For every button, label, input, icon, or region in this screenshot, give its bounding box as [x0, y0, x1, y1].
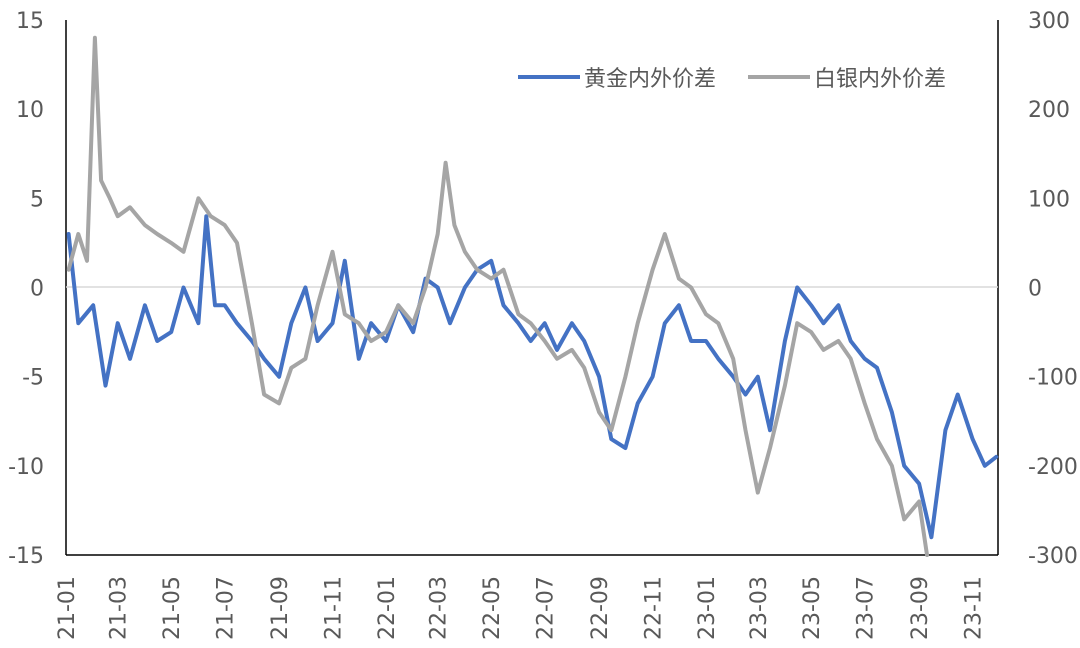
- series-line-silver: [66, 35, 929, 557]
- x-tick-label: 23-11: [962, 576, 987, 640]
- x-tick-label: 21-05: [160, 576, 185, 640]
- x-tick-label: 22-07: [534, 576, 559, 640]
- x-tick-label: 23-05: [800, 576, 825, 640]
- x-tick-label: 22-03: [427, 576, 452, 640]
- legend-label-gold: 黄金内外价差: [584, 67, 716, 92]
- x-tick-label: 21-01: [55, 576, 80, 640]
- x-tick-label: 21-09: [268, 576, 293, 640]
- left-y-tick-label: 0: [30, 277, 44, 302]
- left-y-tick-label: -10: [8, 455, 44, 480]
- right-y-tick-label: 300: [1028, 9, 1070, 34]
- left-y-tick-label: -15: [8, 544, 44, 569]
- x-tick-label: 21-07: [214, 576, 239, 640]
- right-y-tick-label: 200: [1028, 98, 1070, 123]
- x-tick-label: 23-01: [695, 576, 720, 640]
- left-y-tick-label: 15: [16, 9, 44, 34]
- right-y-tick-labels: 300 200 100 0 -100 -200 -300: [1028, 9, 1078, 569]
- series-layer: [66, 35, 999, 557]
- chart-legend: 黄金内外价差 白银内外价差: [518, 67, 946, 92]
- right-y-tick-label: -100: [1028, 366, 1078, 391]
- x-tick-label: 22-05: [480, 576, 505, 640]
- x-tick-label: 23-03: [747, 576, 772, 640]
- left-y-tick-label: 10: [16, 98, 44, 123]
- legend-label-silver: 白银内外价差: [814, 67, 946, 92]
- x-tick-label: 23-07: [854, 576, 879, 640]
- right-y-tick-label: 100: [1028, 187, 1070, 212]
- right-y-tick-label: -300: [1028, 544, 1078, 569]
- series-line-gold: [66, 214, 999, 540]
- x-tick-label: 21-03: [107, 576, 132, 640]
- right-y-tick-label: 0: [1028, 277, 1042, 302]
- x-tick-labels: 21-01 21-03 21-05 21-07 21-09 21-11 22-01 22-03…: [55, 576, 987, 640]
- x-tick-label: 22-01: [375, 576, 400, 640]
- x-tick-label: 22-09: [588, 576, 613, 640]
- x-tick-label: 23-09: [908, 576, 933, 640]
- left-y-tick-label: -5: [22, 366, 44, 391]
- left-y-tick-labels: 15 10 5 0 -5 -10 -15: [8, 9, 44, 569]
- x-tick-label: 21-11: [322, 576, 347, 640]
- right-y-tick-label: -200: [1028, 455, 1078, 480]
- x-tick-label: 22-11: [642, 576, 667, 640]
- left-y-tick-label: 5: [30, 187, 44, 212]
